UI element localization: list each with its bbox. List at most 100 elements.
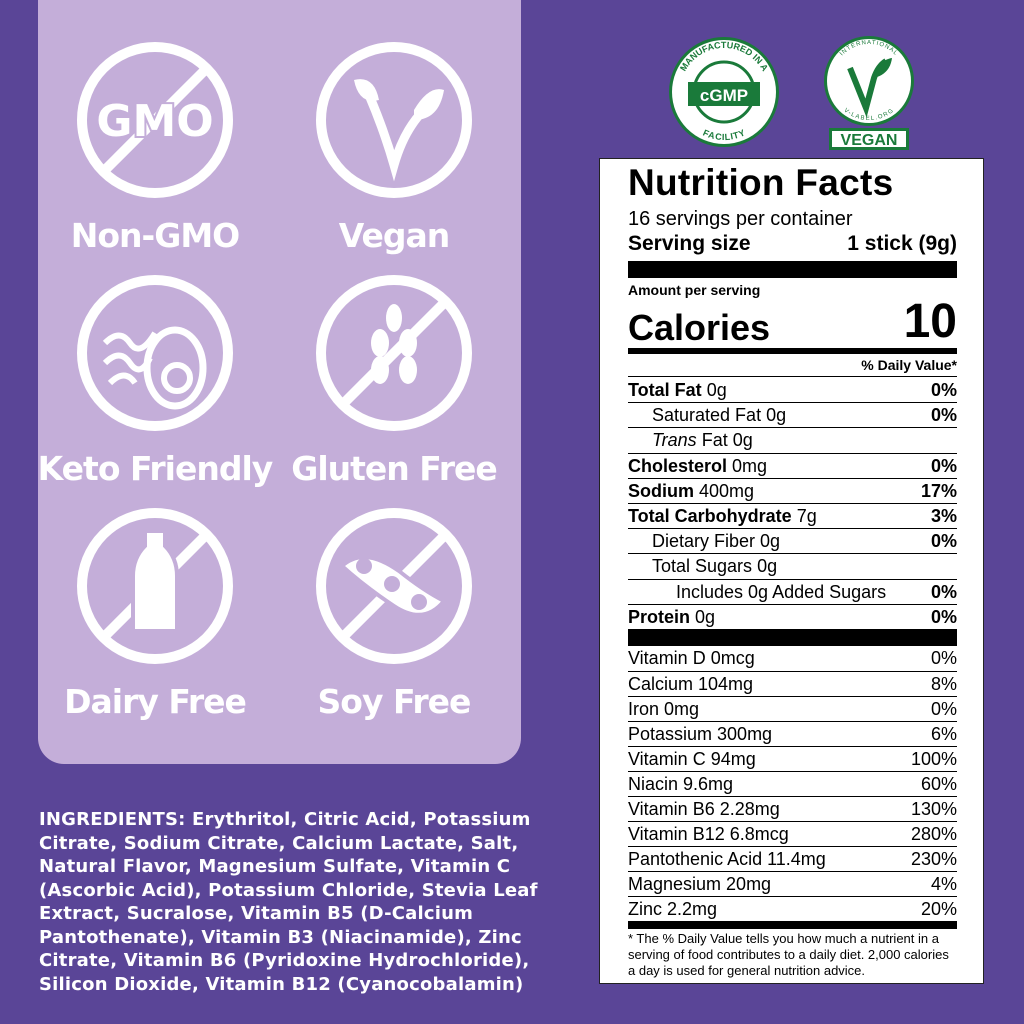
vitamin-name: Vitamin C 94mg [628,748,756,769]
vitamin-daily-value: 20% [920,898,957,919]
nutrient-name: Sodium [628,480,694,501]
nutrient-row: Saturated Fat 0g 0% [628,402,957,427]
nutrient-list: Total Fat 0g 0% Saturated Fat 0g 0% Trans Fa… [628,377,957,629]
nutrient-name: Total Fat [628,379,702,400]
vitamin-row: Vitamin B6 2.28mg 130% [628,795,957,821]
vitamin-daily-value: 280% [910,823,957,844]
vitamin-row: Magnesium 20mg 4% [628,870,957,896]
badge-label: Gluten Free [291,449,498,488]
no-gmo-icon: GMO [77,42,233,198]
vitamin-name: Magnesium 20mg [628,873,772,894]
nutrient-amount: 0g [757,556,778,577]
nutrient-row: Includes 0g Added Sugars 0% [628,578,957,604]
thick-divider [628,261,957,278]
calories-label: Calories [628,307,771,348]
badge-label: Soy Free [317,682,472,721]
badge-non-gmo: GMO Non-GMO [35,40,275,255]
nutrient-name: Cholesterol [628,455,728,476]
servings-per-container: 16 servings per container [628,208,853,230]
cgmp-ring-bottom: FACILITY [701,128,746,143]
nutrient-daily-value: 17% [920,480,957,501]
nutrient-amount: 400mg [699,480,755,501]
nutrient-name: Saturated Fat [652,405,762,426]
vitamin-row: Pantothenic Acid 11.4mg 230% [628,845,957,871]
vitamin-daily-value: 0% [930,698,957,719]
serving-size-value: 1 stick (9g) [847,232,957,255]
vitamin-row: Niacin 9.6mg 60% [628,770,957,796]
nutrient-name: Total Sugars [652,556,753,577]
vitamin-row: Zinc 2.2mg 20% [628,895,957,921]
nutrient-name: Trans [652,430,697,451]
vitamin-name: Niacin 9.6mg [628,773,734,794]
vitamin-daily-value: 0% [930,648,957,669]
vitamin-name: Potassium 300mg [628,723,773,744]
badge-keto: Keto Friendly [35,273,275,488]
vitamin-row: Vitamin B12 6.8mcg 280% [628,820,957,846]
vitamin-name: Vitamin B12 6.8mcg [628,823,789,844]
nutrition-facts-label: Nutrition Facts 16 servings per containe… [599,158,984,984]
ingredients-heading: INGREDIENTS: [39,809,186,830]
vitamin-daily-value: 230% [910,848,957,869]
vitamin-row: Vitamin C 94mg 100% [628,745,957,771]
nutrient-daily-value: 0% [930,455,957,476]
vitamin-name: Vitamin B6 2.28mg [628,798,780,819]
gmo-glyph: GMO [96,96,213,147]
vitamin-name: Iron 0mg [628,698,700,719]
cgmp-center-text: cGMP [700,86,748,105]
nutrient-row: Dietary Fiber 0g 0% [628,528,957,553]
vitamin-daily-value: 8% [930,673,957,694]
nutrient-daily-value: 0% [930,405,957,426]
vitamin-daily-value: 4% [930,873,957,894]
nutrient-row: Cholesterol 0mg 0% [628,452,957,478]
no-milk-icon [77,508,233,664]
badge-label: Vegan [338,216,451,255]
nutrient-daily-value: 0% [930,531,957,552]
badge-label: Non-GMO [70,216,240,255]
badge-soy-free: Soy Free [274,506,514,721]
vitamin-row: Potassium 300mg 6% [628,720,957,746]
vitamin-daily-value: 6% [930,723,957,744]
nutrient-daily-value: 3% [930,506,957,527]
medium-divider [628,348,957,354]
nutrient-daily-value: 0% [930,606,957,627]
cgmp-seal-logo: cGMP MANUFACTURED IN A FACILITY [669,37,779,147]
nutrient-amount: 0g [766,405,787,426]
nutrient-row: Total Carbohydrate 7g 3% [628,502,957,528]
no-soy-icon [316,508,472,664]
nutrient-daily-value: 0% [930,581,957,602]
nutrient-amount: 0g [760,531,781,552]
vitamin-name: Vitamin D 0mcg [628,648,755,669]
nutrient-amount: 0g [706,379,727,400]
avocado-icon [77,275,233,431]
vitamin-row: Iron 0mg 0% [628,695,957,721]
nutrient-name: Protein [628,606,691,627]
nutrient-name-suffix: Fat [701,430,728,451]
badge-label: Dairy Free [64,682,247,721]
nutrient-name: Includes 0g Added Sugars [676,581,887,602]
vegan-seal-logo: INTERNATIONAL V-LABEL.ORG VEGAN [824,36,914,150]
vitamin-row: Calcium 104mg 8% [628,670,957,696]
ingredients-text: Erythritol, Citric Acid, Potassium Citra… [39,809,538,995]
footnote: * The % Daily Value tells you how much a… [628,930,949,978]
nutrient-name: Dietary Fiber [652,531,756,552]
vegan-label: VEGAN [841,132,898,149]
badge-dairy-free: Dairy Free [35,506,275,721]
vitamin-daily-value: 130% [910,798,957,819]
nutrient-amount: 0g [732,430,753,451]
nutrient-amount: 0g [695,606,716,627]
vegan-leaf-icon [316,42,472,198]
badge-gluten-free: Gluten Free [274,273,514,488]
medium-divider [628,920,957,929]
vitamin-name: Pantothenic Acid 11.4mg [628,848,826,869]
vitamin-row: Vitamin D 0mcg 0% [628,646,957,671]
daily-value-header: % Daily Value* [628,354,957,377]
badge-vegan: Vegan [274,40,514,255]
nutrition-title: Nutrition Facts [628,162,894,203]
serving-size-label: Serving size [628,232,751,255]
no-wheat-icon [316,275,472,431]
nutrient-row: Trans Fat 0g [628,427,957,452]
calories-value: 10 [903,295,957,348]
vitamin-daily-value: 100% [910,748,957,769]
vitamin-name: Zinc 2.2mg [628,898,718,919]
vitamin-list: Vitamin D 0mcg 0% Calcium 104mg 8% Iron 0mg 0… [628,646,957,921]
